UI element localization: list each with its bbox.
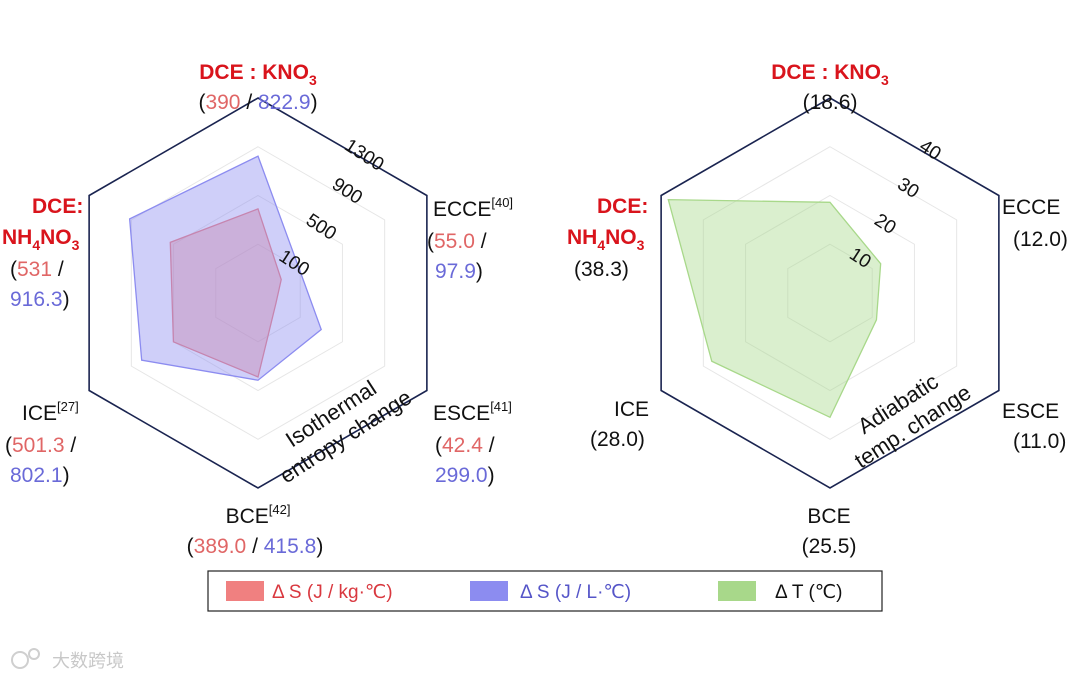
left-values-esce-kg: (42.4 / <box>435 434 495 457</box>
legend-swatch-l <box>470 581 508 601</box>
left-values-bce: (389.0 / 415.8) <box>187 535 324 558</box>
left-radar-frame <box>88 97 428 489</box>
right-label-ecce: ECCE <box>1002 196 1060 219</box>
left-tick-label-3: 900 <box>328 174 366 209</box>
right-tick-label-2: 20 <box>870 210 899 239</box>
left-values-ice-l: 802.1) <box>10 464 70 487</box>
right-values-nh4no3: (38.3) <box>574 258 629 281</box>
right-grid-ring-1 <box>787 243 873 343</box>
left-grid-ring-2 <box>173 194 343 392</box>
right-grid-ring-2 <box>745 194 915 392</box>
left-label-dce-kno3: DCE : KNO3 <box>199 61 317 88</box>
right-tick-label-4: 40 <box>915 136 944 165</box>
legend-box <box>207 570 883 612</box>
watermark-text: 大数跨境 <box>52 651 124 671</box>
right-chart-title: Adiabatic temp. change <box>850 369 975 474</box>
watermark-logo-dot-icon <box>28 648 40 660</box>
left-values-ecce-l: 97.9) <box>435 260 483 283</box>
watermark-logo-icon <box>11 651 29 669</box>
right-values-bce: (25.5) <box>802 535 857 558</box>
right-radar-frame <box>660 97 1000 489</box>
right-tick-label-3: 30 <box>893 174 922 203</box>
legend-label-dt: Δ T (℃) <box>775 582 842 603</box>
right-values-dce-kno3: (18.6) <box>803 91 858 114</box>
right-label-ice: ICE <box>614 398 649 421</box>
left-values-dce-kno3: (390 / 822.9) <box>198 91 317 114</box>
left-label-bce: BCE[42] <box>226 502 291 528</box>
right-values-esce: (11.0) <box>1013 430 1066 453</box>
legend: Δ S (J / kg·℃) Δ S (J / L·℃) Δ T (℃) <box>207 570 883 612</box>
legend-label-kg: Δ S (J / kg·℃) <box>272 582 393 603</box>
right-label-bce: BCE <box>807 505 850 528</box>
left-grid-ring-1 <box>215 243 301 343</box>
right-label-dce-kno3: DCE : KNO3 <box>771 61 889 88</box>
left-l-value-dce-kno3: 822.9 <box>258 91 311 114</box>
left-label-esce: ESCE[41] <box>433 399 512 425</box>
legend-swatch-kg <box>226 581 264 601</box>
left-label-dce-nh4no3-line2: NH4NO3 <box>2 226 80 253</box>
legend-label-l: Δ S (J / L·℃) <box>520 582 631 603</box>
left-kg-value-dce-kno3: 390 <box>205 91 240 114</box>
right-grid-ring-3 <box>702 146 958 440</box>
left-series-2-area <box>128 155 322 381</box>
left-label-ice: ICE[27] <box>22 399 79 425</box>
watermark: 大数跨境 <box>11 648 124 671</box>
right-values-ecce: (12.0) <box>1013 228 1068 251</box>
left-values-ice-kg: (501.3 / <box>5 434 76 457</box>
legend-swatch-dt <box>718 581 756 601</box>
right-label-dce-nh4no3-line1: DCE: <box>597 195 648 218</box>
right-series-1-area <box>667 198 882 419</box>
left-values-ecce-kg: (55.0 / <box>427 230 487 253</box>
left-values-nh4no3-kg: (531 / <box>10 258 64 281</box>
left-chart-title: Isothermal entropy change <box>275 375 416 488</box>
right-label-esce: ESCE <box>1002 400 1059 423</box>
right-label-dce-nh4no3-line2: NH4NO3 <box>567 226 645 253</box>
left-label-ecce: ECCE[40] <box>433 195 513 221</box>
left-label-dce-nh4no3-line1: DCE: <box>32 195 83 218</box>
left-grid-ring-3 <box>130 146 386 440</box>
left-values-esce-l: 299.0) <box>435 464 495 487</box>
left-values-nh4no3-l: 916.3) <box>10 288 70 311</box>
left-series-1-area <box>169 208 282 378</box>
left-tick-label-4: 1300 <box>341 135 388 176</box>
right-values-ice: (28.0) <box>590 428 645 451</box>
